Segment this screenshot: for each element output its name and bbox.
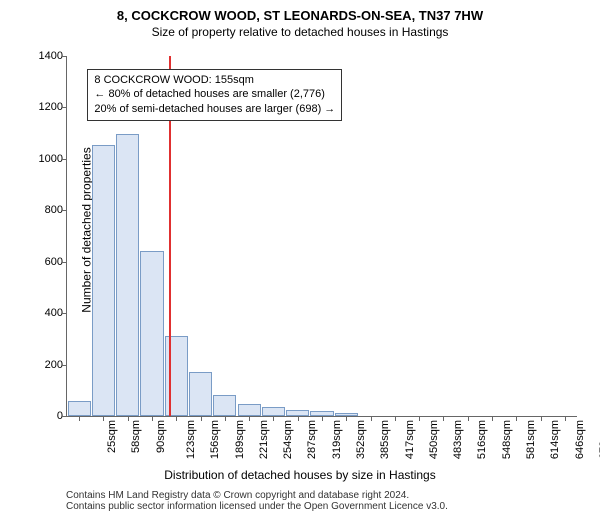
x-tick-label: 581sqm	[525, 420, 537, 459]
title-sub: Size of property relative to detached ho…	[0, 23, 600, 39]
x-tick-label: 614sqm	[549, 420, 561, 459]
title-main: 8, COCKCROW WOOD, ST LEONARDS-ON-SEA, TN…	[0, 0, 600, 23]
x-tick-mark	[103, 416, 104, 421]
y-tick-mark	[62, 416, 67, 417]
annotation-box: 8 COCKCROW WOOD: 155sqm ← 80% of detache…	[87, 69, 342, 122]
footer-line2: Contains public sector information licen…	[66, 501, 448, 512]
bar	[238, 404, 261, 416]
y-tick-mark	[62, 107, 67, 108]
x-tick-label: 90sqm	[155, 420, 167, 453]
bar	[68, 401, 91, 416]
x-tick-mark	[176, 416, 177, 421]
x-tick-label: 319sqm	[331, 420, 343, 459]
bar	[116, 134, 139, 416]
bar	[92, 145, 115, 416]
x-tick-mark	[492, 416, 493, 421]
x-tick-mark	[79, 416, 80, 421]
x-tick-mark	[516, 416, 517, 421]
bar	[140, 251, 163, 416]
y-tick-mark	[62, 313, 67, 314]
y-tick-mark	[62, 56, 67, 57]
bar	[262, 407, 285, 416]
x-tick-label: 189sqm	[234, 420, 246, 459]
x-tick-label: 385sqm	[379, 420, 391, 459]
x-tick-label: 450sqm	[428, 420, 440, 459]
y-tick-mark	[62, 365, 67, 366]
x-tick-mark	[565, 416, 566, 421]
x-tick-mark	[468, 416, 469, 421]
x-tick-mark	[201, 416, 202, 421]
x-tick-label: 646sqm	[574, 420, 586, 459]
x-tick-label: 352sqm	[355, 420, 367, 459]
footer-attribution: Contains HM Land Registry data © Crown c…	[66, 490, 448, 512]
x-tick-label: 254sqm	[282, 420, 294, 459]
x-tick-mark	[395, 416, 396, 421]
x-axis-label: Distribution of detached houses by size …	[0, 468, 600, 482]
x-tick-mark	[128, 416, 129, 421]
x-tick-mark	[322, 416, 323, 421]
x-tick-mark	[225, 416, 226, 421]
x-tick-label: 548sqm	[501, 420, 513, 459]
x-tick-mark	[273, 416, 274, 421]
chart-plot-area: 8 COCKCROW WOOD: 155sqm ← 80% of detache…	[66, 56, 577, 417]
x-tick-mark	[371, 416, 372, 421]
annotation-line3: 20% of semi-detached houses are larger (…	[94, 102, 335, 117]
annotation-line2: ← 80% of detached houses are smaller (2,…	[94, 87, 335, 102]
annotation-line1: 8 COCKCROW WOOD: 155sqm	[94, 73, 335, 88]
y-tick-mark	[62, 159, 67, 160]
x-tick-label: 516sqm	[477, 420, 489, 459]
x-tick-label: 483sqm	[452, 420, 464, 459]
x-tick-mark	[152, 416, 153, 421]
x-tick-label: 58sqm	[130, 420, 142, 453]
x-tick-mark	[249, 416, 250, 421]
x-tick-mark	[346, 416, 347, 421]
x-tick-label: 417sqm	[404, 420, 416, 459]
x-tick-label: 123sqm	[185, 420, 197, 459]
y-tick-mark	[62, 262, 67, 263]
x-tick-label: 221sqm	[258, 420, 270, 459]
y-tick-mark	[62, 210, 67, 211]
x-tick-mark	[298, 416, 299, 421]
footer-line1: Contains HM Land Registry data © Crown c…	[66, 490, 448, 501]
x-tick-mark	[541, 416, 542, 421]
bar	[189, 372, 212, 416]
x-tick-label: 287sqm	[307, 420, 319, 459]
x-tick-mark	[443, 416, 444, 421]
x-tick-label: 156sqm	[209, 420, 221, 459]
bar	[213, 395, 236, 416]
x-tick-mark	[419, 416, 420, 421]
x-tick-label: 25sqm	[106, 420, 118, 453]
